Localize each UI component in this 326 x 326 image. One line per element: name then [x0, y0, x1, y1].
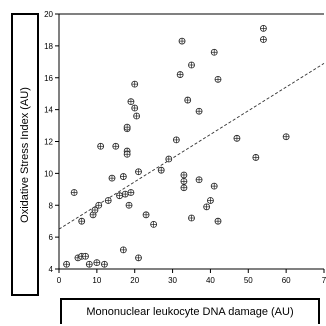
data-point	[104, 197, 112, 204]
y-tick-label: 16	[44, 74, 53, 83]
data-point	[214, 75, 222, 83]
data-point	[282, 133, 290, 141]
y-axis-label-box: Oxidative Stress Index (AU)	[11, 13, 39, 296]
data-point	[70, 189, 78, 196]
data-point	[176, 71, 184, 78]
trendline	[58, 63, 325, 230]
y-tick-label: 12	[44, 138, 53, 147]
data-point	[142, 211, 150, 219]
x-tick-label: 60	[282, 276, 291, 285]
data-point	[180, 177, 188, 185]
data-point	[260, 36, 267, 43]
data-point	[135, 254, 142, 262]
data-point	[91, 206, 99, 214]
data-point	[178, 37, 186, 45]
data-point	[101, 260, 108, 268]
data-point	[207, 197, 214, 204]
x-tick-label: 0	[57, 276, 62, 285]
data-point	[135, 168, 142, 176]
data-point	[121, 190, 129, 198]
y-tick-label: 20	[44, 10, 53, 19]
y-tick-label: 10	[44, 169, 53, 178]
y-tick-label: 8	[49, 201, 54, 210]
data-point	[180, 171, 188, 179]
data-point	[63, 260, 70, 268]
x-tick-label: 30	[168, 276, 177, 285]
data-point	[112, 142, 120, 150]
data-point	[133, 112, 141, 120]
y-tick-label: 18	[44, 42, 53, 51]
data-point	[233, 134, 241, 142]
x-tick-label: 40	[206, 276, 215, 285]
data-point	[195, 176, 203, 184]
data-point	[131, 80, 139, 88]
data-point	[78, 217, 86, 225]
data-point	[203, 203, 211, 211]
data-point	[97, 142, 105, 150]
data-point	[165, 155, 173, 163]
data-point	[108, 174, 116, 182]
x-axis-label-box: Mononuclear leukocyte DNA damage (AU)	[60, 298, 320, 324]
data-point	[127, 189, 135, 196]
data-point	[119, 173, 127, 180]
y-tick-label: 4	[49, 265, 54, 274]
x-tick-label: 10	[92, 276, 101, 285]
data-point	[260, 24, 267, 32]
data-point	[82, 252, 89, 260]
y-axis-label: Oxidative Stress Index (AU)	[19, 86, 31, 223]
y-tick-label: 14	[44, 106, 53, 115]
data-point	[127, 98, 135, 106]
x-tick-label: 20	[130, 276, 139, 285]
data-point	[188, 61, 195, 69]
x-axis-label: Mononuclear leukocyte DNA damage (AU)	[86, 306, 294, 318]
data-point	[95, 201, 103, 209]
data-point	[252, 154, 260, 161]
data-point	[157, 166, 165, 174]
data-point	[210, 48, 218, 56]
data-point	[210, 182, 218, 190]
y-tick-label: 6	[49, 233, 54, 242]
data-point	[214, 217, 222, 225]
x-tick-label: 50	[244, 276, 253, 285]
data-point	[195, 107, 203, 115]
data-point	[123, 123, 131, 131]
data-point	[172, 136, 180, 144]
data-point	[184, 96, 192, 104]
data-point	[180, 184, 188, 192]
x-tick-label: 7	[322, 276, 326, 285]
data-point	[85, 260, 93, 268]
data-point	[119, 246, 127, 254]
data-point	[116, 192, 123, 200]
data-point	[131, 104, 139, 112]
data-point	[123, 150, 131, 158]
data-point	[150, 220, 158, 228]
data-point	[125, 201, 133, 209]
data-point	[188, 214, 195, 222]
data-point	[93, 259, 101, 267]
